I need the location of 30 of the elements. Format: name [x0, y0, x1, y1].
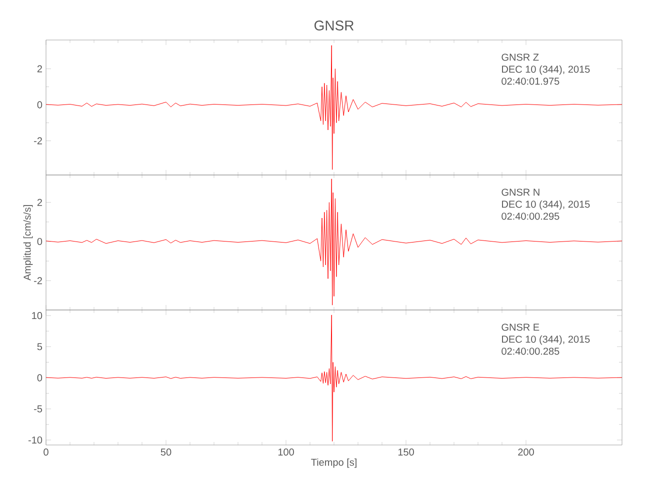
annotation: DEC 10 (344), 2015 [502, 335, 590, 345]
y-tick-label: 0 [37, 238, 42, 246]
annotation: 02:40:00.285 [502, 348, 560, 355]
y-tick-label: 5 [37, 343, 42, 350]
x-tick-label: 100 [278, 448, 294, 456]
x-tick-label: 200 [518, 448, 534, 456]
x-tick-label: 50 [160, 448, 172, 456]
y-tick-label: 2 [37, 65, 42, 72]
line-series [46, 45, 622, 170]
annotation: 02:40:01.975 [502, 78, 560, 85]
line-series [46, 178, 622, 306]
y-tick-label: -5 [34, 405, 42, 412]
y-tick-label: -10 [28, 436, 42, 444]
y-tick-label: 0 [37, 374, 42, 382]
x-axis-title: Tiempo [s] [311, 458, 356, 468]
annotation: DEC 10 (344), 2015 [502, 65, 590, 75]
x-tick-label: 0 [44, 448, 48, 456]
chart-title: GNSR [314, 20, 354, 30]
y-axis-title: Amplitud [cm/s/s] [23, 205, 33, 281]
x-tick-label: 150 [398, 448, 414, 456]
annotation: DEC 10 (344), 2015 [502, 200, 590, 210]
y-tick-label: 10 [32, 312, 42, 320]
y-tick-label: -2 [34, 137, 42, 144]
annotation: GNSR N [502, 188, 540, 196]
annotation: 02:40:00.295 [502, 212, 560, 220]
annotation: GNSR Z [502, 54, 539, 61]
y-tick-label: 2 [37, 198, 42, 206]
y-tick-label: 0 [37, 101, 42, 108]
y-tick-label: -2 [34, 277, 42, 284]
annotation: GNSR E [502, 324, 540, 331]
